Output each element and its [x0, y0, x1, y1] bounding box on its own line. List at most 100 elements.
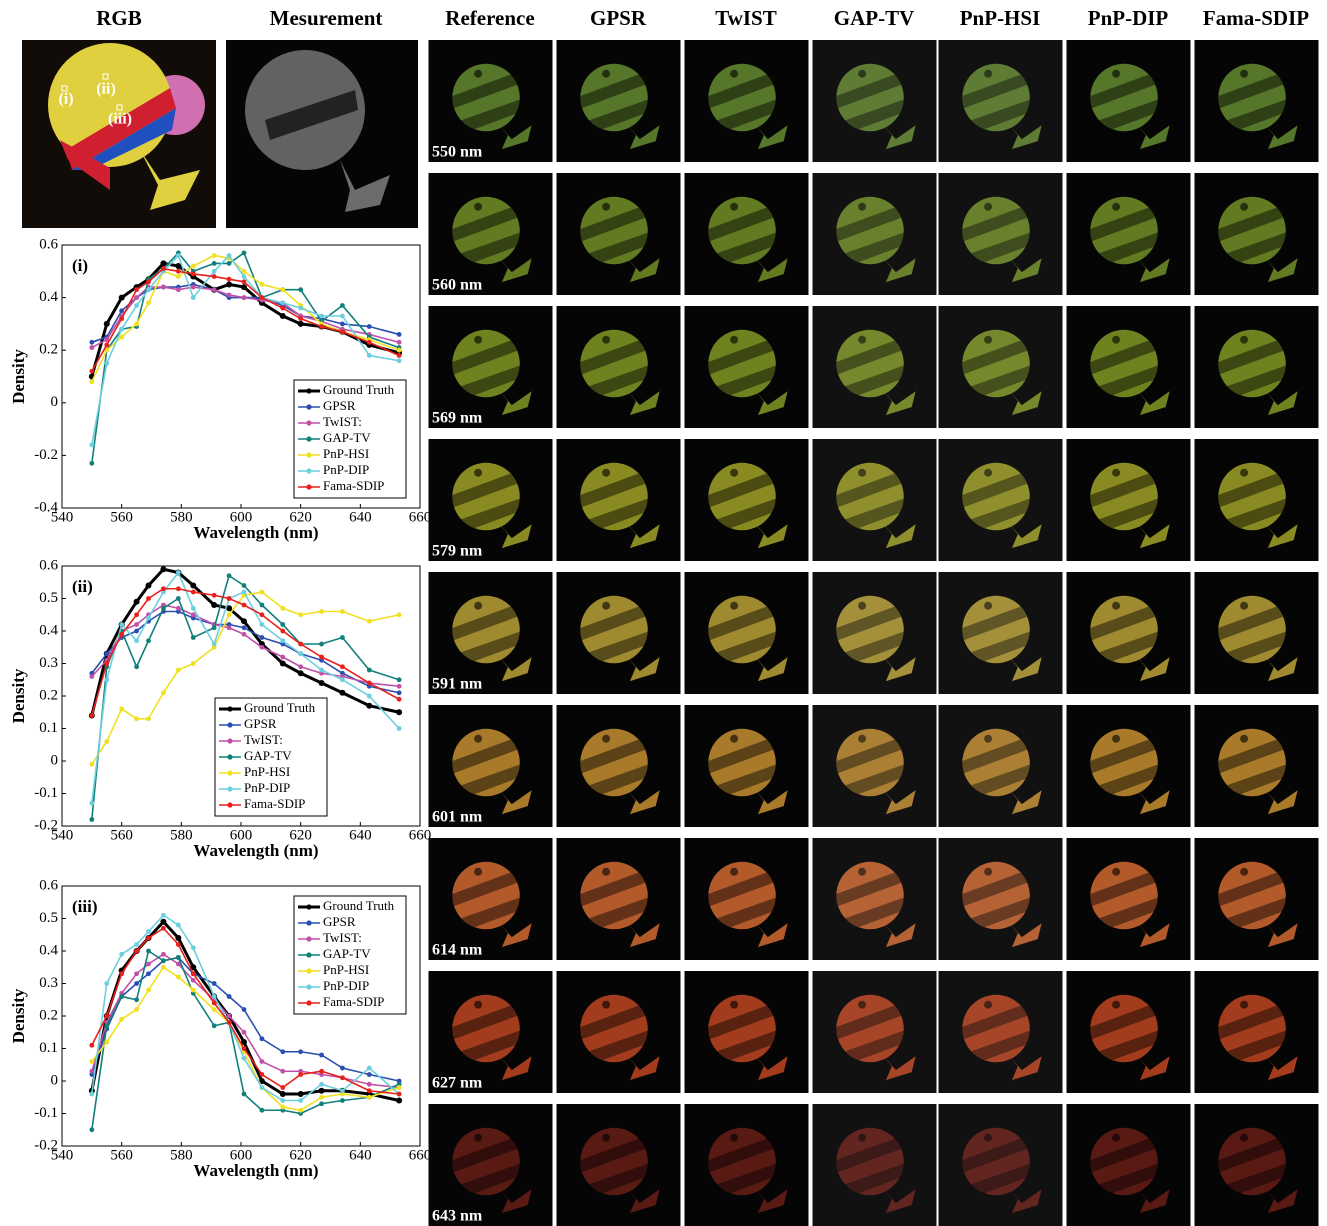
data-point	[259, 590, 264, 595]
legend-label: PnP-DIP	[323, 978, 369, 993]
data-point	[242, 1056, 247, 1061]
wavelength-label: 579 nm	[432, 543, 483, 560]
data-point	[367, 681, 372, 686]
data-point	[227, 261, 232, 266]
data-point	[119, 327, 124, 332]
data-point	[104, 677, 109, 682]
legend-marker	[306, 952, 311, 957]
legend-label: Ground Truth	[323, 382, 395, 397]
data-point	[212, 1007, 217, 1012]
data-point	[259, 282, 264, 287]
data-point	[89, 461, 94, 466]
data-point	[176, 975, 181, 980]
data-point	[280, 1049, 285, 1054]
data-point	[340, 609, 345, 614]
data-point	[298, 316, 303, 321]
data-point	[242, 590, 247, 595]
data-point	[298, 287, 303, 292]
legend-marker	[227, 802, 232, 807]
band-image	[1195, 1104, 1319, 1226]
legend-label: Ground Truth	[323, 898, 395, 913]
y-tick-label: 0.6	[39, 877, 58, 893]
legend-marker	[306, 468, 311, 473]
panel-label: (i)	[72, 256, 88, 275]
data-point	[146, 929, 151, 934]
data-point	[89, 1043, 94, 1048]
data-point	[161, 958, 166, 963]
data-point	[146, 300, 151, 305]
band-image	[1067, 306, 1191, 428]
data-point	[396, 709, 402, 715]
data-point	[319, 655, 324, 660]
data-point	[212, 1001, 217, 1006]
data-point	[367, 340, 372, 345]
wavelength-label: 550 nm	[432, 144, 483, 161]
data-point	[397, 612, 402, 617]
legend-label: GAP-TV	[323, 946, 371, 961]
data-point	[367, 694, 372, 699]
data-point	[340, 1088, 345, 1093]
data-point	[89, 379, 94, 384]
band-image	[939, 838, 1063, 960]
legend-label: GAP-TV	[244, 748, 292, 763]
band-image	[685, 838, 809, 960]
data-point	[134, 1007, 139, 1012]
data-point	[161, 690, 166, 695]
y-tick-label: 0	[51, 394, 59, 410]
y-tick-label: 0.5	[39, 910, 58, 926]
data-point	[241, 284, 247, 290]
legend-marker	[306, 420, 311, 425]
band-image	[1067, 971, 1191, 1093]
data-point	[161, 952, 166, 957]
band-image	[1067, 838, 1191, 960]
legend-label: PnP-HSI	[244, 764, 290, 779]
data-point	[89, 762, 94, 767]
data-point	[242, 274, 247, 279]
y-axis-label: Density	[9, 349, 28, 404]
y-tick-label: 0.3	[39, 975, 58, 991]
column-header: GPSR	[590, 6, 647, 30]
data-point	[259, 622, 264, 627]
data-point	[396, 1098, 402, 1104]
x-tick-label: 640	[349, 827, 372, 843]
data-point	[259, 295, 264, 300]
data-point	[226, 281, 232, 287]
data-point	[134, 716, 139, 721]
data-point	[146, 716, 151, 721]
data-point	[397, 1085, 402, 1090]
data-point	[146, 988, 151, 993]
data-point	[227, 1014, 232, 1019]
data-point	[298, 670, 304, 676]
band-image	[557, 40, 681, 162]
wavelength-label: 614 nm	[432, 942, 483, 959]
data-point	[280, 287, 285, 292]
data-point	[119, 316, 124, 321]
band-image	[685, 1104, 809, 1226]
data-point	[227, 596, 232, 601]
data-point	[242, 583, 247, 588]
data-point	[212, 593, 217, 598]
x-tick-label: 560	[110, 509, 133, 525]
y-axis-label: Density	[9, 988, 28, 1043]
band-image	[1195, 40, 1319, 162]
y-tick-label: 0.2	[39, 342, 58, 358]
band-image	[813, 705, 937, 827]
band-image	[685, 173, 809, 295]
data-point	[280, 638, 285, 643]
panel-label: (ii)	[72, 577, 93, 596]
data-point	[367, 1066, 372, 1071]
data-point	[339, 690, 345, 696]
data-point	[146, 638, 151, 643]
y-tick-label: 0.6	[39, 557, 58, 573]
data-point	[176, 586, 181, 591]
x-tick-label: 580	[170, 1147, 193, 1163]
data-point	[319, 314, 324, 319]
data-point	[367, 353, 372, 358]
data-point	[259, 1059, 264, 1064]
legend-label: GPSR	[323, 398, 356, 413]
data-point	[191, 635, 196, 640]
legend-marker	[306, 404, 311, 409]
data-point	[176, 942, 181, 947]
band-image	[685, 439, 809, 561]
data-point	[191, 272, 196, 277]
